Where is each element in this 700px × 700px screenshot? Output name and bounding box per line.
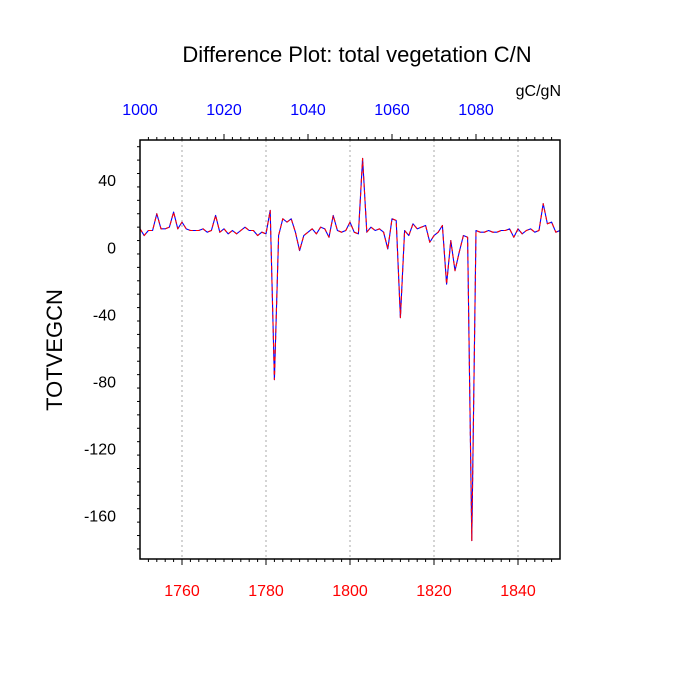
plot-frame [139,139,561,560]
tick-labels: 1760 1780 1800 1820 1840 1000 1020 1040 1060 1080… [84,102,536,600]
units-label: gC/gN [516,83,561,100]
x-bottom-tick-label: 1820 [416,583,452,600]
y-axis-label: TOTVEGCN [42,289,67,411]
y-tick-label: 40 [98,173,116,190]
x-top-tick-label: 1080 [458,102,494,119]
y-tick-label: -40 [93,307,116,324]
series-line-2 [139,157,561,542]
y-tick-label: -160 [84,508,116,525]
x-top-tick-label: 1060 [374,102,410,119]
chart-title: Difference Plot: total vegetation C/N [182,42,531,67]
y-tick-label: -120 [84,441,116,458]
x-bottom-tick-label: 1780 [248,583,284,600]
x-top-tick-label: 1040 [290,102,326,119]
axes [137,134,553,565]
x-bottom-tick-label: 1840 [500,583,536,600]
x-bottom-tick-label: 1760 [164,583,200,600]
x-bottom-tick-label: 1800 [332,583,368,600]
series-layer [139,157,561,542]
y-tick-label: -80 [93,374,116,391]
grid-lines [181,140,519,559]
y-tick-label: 0 [107,240,116,257]
x-top-tick-label: 1000 [122,102,158,119]
x-top-tick-label: 1020 [206,102,242,119]
